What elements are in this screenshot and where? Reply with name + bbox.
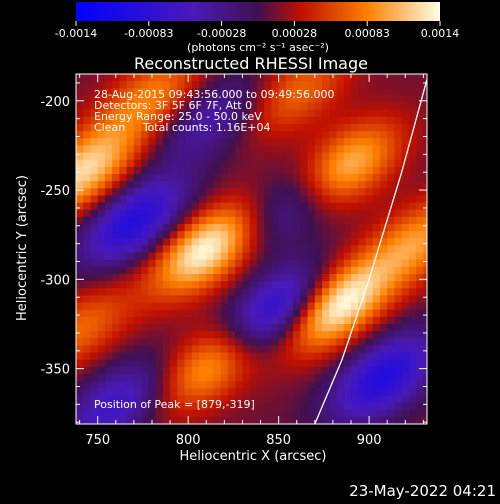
x-tick-label: 900 (357, 433, 382, 448)
y-axis-label: Heliocentric Y (arcsec) (15, 175, 30, 321)
solar-limb-line (314, 79, 427, 424)
x-tick-label: 850 (266, 433, 291, 448)
colorbar-tick-label: -0.0014 (55, 27, 97, 40)
colorbar-ticks: -0.0014 -0.00083 -0.00028 0.00028 0.00083 0.0… (55, 21, 459, 40)
footer-date: 23-May-2022 04:21 (349, 482, 496, 500)
y-tick-label: -200 (40, 95, 70, 110)
x-tick-label: 750 (85, 433, 110, 448)
colorbar-tick-label: 0.00083 (344, 27, 390, 40)
colorbar-tick-label: -0.00028 (197, 27, 246, 40)
annotation-time: 28-Aug-2015 09:43:56.000 to 09:49:56.000 (94, 88, 335, 101)
annotation-counts: Clean Total counts: 1.16E+04 (94, 121, 271, 134)
x-axis-label: Heliocentric X (arcsec) (180, 449, 327, 464)
heatmap (76, 74, 427, 424)
annotation-detectors: Detectors: 3F 5F 6F 7F, Att 0 (94, 99, 252, 112)
colorbar-unit-label: (photons cm⁻² s⁻¹ asec⁻²) (187, 41, 329, 54)
colorbar-tick-label: -0.00083 (124, 27, 173, 40)
annotation-energy: Energy Range: 25.0 - 50.0 keV (94, 110, 262, 123)
y-tick-label: -300 (40, 273, 70, 288)
peak-position-label: Position of Peak = [879,-319] (94, 398, 255, 411)
chart-title: Reconstructed RHESSI Image (134, 54, 368, 73)
y-tick-label: -350 (40, 363, 70, 378)
colorbar (76, 2, 440, 21)
plot-frame (75, 73, 428, 425)
y-tick-label: -250 (40, 184, 70, 199)
axes: 750 800 850 900 -200 -250 -300 -350 (40, 74, 427, 448)
colorbar-tick-label: 0.00028 (272, 27, 318, 40)
colorbar-tick-label: 0.0014 (421, 27, 460, 40)
x-tick-label: 800 (176, 433, 201, 448)
